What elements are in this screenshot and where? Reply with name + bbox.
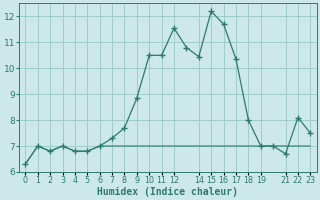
X-axis label: Humidex (Indice chaleur): Humidex (Indice chaleur) bbox=[97, 186, 238, 197]
